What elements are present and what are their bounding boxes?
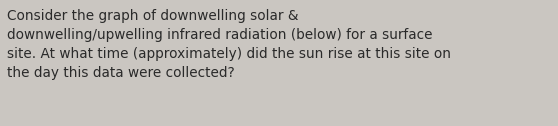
Text: Consider the graph of downwelling solar &
downwelling/upwelling infrared radiati: Consider the graph of downwelling solar … bbox=[7, 9, 451, 80]
